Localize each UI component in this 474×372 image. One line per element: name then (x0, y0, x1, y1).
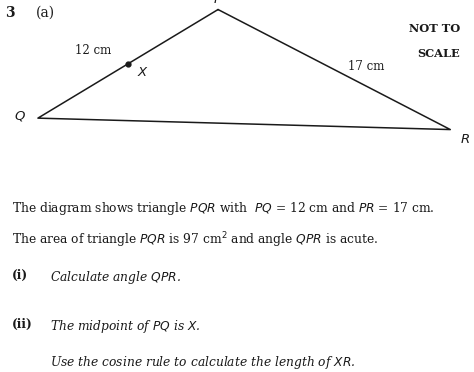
Text: Calculate angle $QPR$.: Calculate angle $QPR$. (50, 269, 181, 286)
Text: NOT TO: NOT TO (409, 23, 460, 34)
Text: $R$: $R$ (460, 134, 470, 146)
Text: The diagram shows triangle $PQR$ with  $PQ$ = 12 cm and $PR$ = 17 cm.: The diagram shows triangle $PQR$ with $P… (12, 200, 435, 217)
Text: 3: 3 (5, 6, 14, 20)
Text: $Q$: $Q$ (14, 109, 26, 123)
Text: The midpoint of $PQ$ is $X$.: The midpoint of $PQ$ is $X$. (50, 318, 200, 334)
Text: $P$: $P$ (213, 0, 223, 6)
Text: SCALE: SCALE (417, 48, 460, 59)
Text: (ii): (ii) (12, 318, 33, 331)
Text: 12 cm: 12 cm (75, 44, 111, 57)
Text: (a): (a) (36, 6, 55, 20)
Text: Use the cosine rule to calculate the length of $XR$.: Use the cosine rule to calculate the len… (50, 354, 355, 371)
Text: 17 cm: 17 cm (348, 60, 385, 73)
Text: The area of triangle $PQR$ is 97 cm$^2$ and angle $QPR$ is acute.: The area of triangle $PQR$ is 97 cm$^2$ … (12, 231, 378, 250)
Text: $X$: $X$ (137, 66, 148, 79)
Text: (i): (i) (12, 269, 28, 282)
